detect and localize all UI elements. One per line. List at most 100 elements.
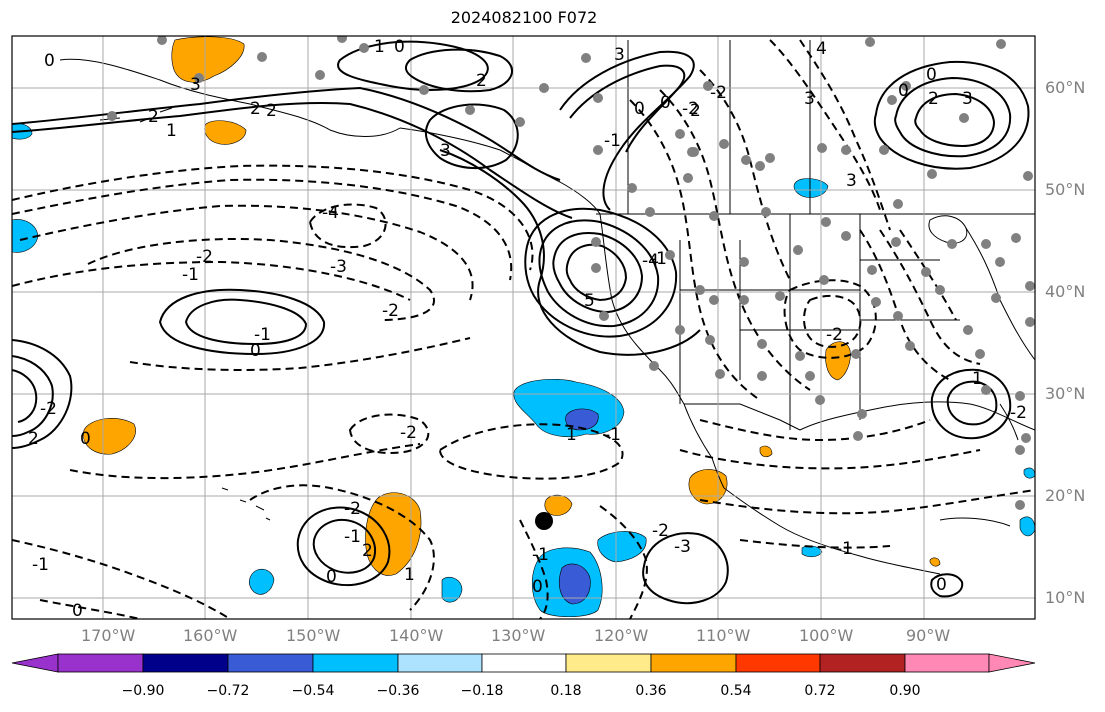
contour-label: 2 (148, 107, 159, 127)
contour-label: 0 (80, 429, 91, 449)
contour-label: -1 (650, 249, 667, 269)
contour-pos-16 (12, 355, 54, 437)
contour-label: -1 (836, 539, 853, 559)
contour-label: 3 (804, 89, 815, 109)
contour-neg-17 (659, 89, 811, 391)
colorbar-segment (904, 653, 990, 673)
contour-label: 2 (476, 71, 487, 91)
shade-hawaii-cyan-2 (441, 577, 463, 603)
great-lakes (928, 215, 968, 244)
colorbar-segment (397, 653, 483, 673)
contour-label: 0 (394, 37, 405, 57)
longitude-label: 120°W (594, 626, 649, 645)
contour-label: -2 (652, 521, 669, 541)
contour-pos-24 (312, 519, 376, 574)
colorbar-segment (142, 653, 229, 673)
contour-label: -2 (826, 325, 843, 345)
shade-alaska-1 (171, 36, 245, 83)
colorbar-tick-label: −0.54 (291, 683, 335, 699)
contour-label: 2 (928, 89, 939, 109)
contour-label: -1 (254, 325, 271, 345)
shade-south-blue (559, 563, 591, 605)
contour-pos-14 (184, 298, 308, 346)
contour-label: -2 (682, 99, 699, 119)
contour-neg-9 (348, 413, 430, 454)
contour-neg-6 (12, 260, 411, 301)
contour-label: 2 (28, 429, 39, 449)
contour-neg-28 (699, 489, 1035, 515)
map-background (12, 36, 1035, 619)
contour-pos-18 (873, 60, 1030, 170)
colorbar-tick-label: 0.54 (720, 683, 752, 699)
contour-label: 0 (660, 93, 671, 113)
shade-hawaii-nw (83, 418, 136, 455)
forecast-point-marker (535, 512, 553, 530)
contour-label: 0 (898, 81, 909, 101)
contour-label: 4 (816, 39, 827, 59)
contour-label: 0 (250, 341, 261, 361)
contour-pos-5 (424, 103, 519, 170)
contour-label: 1 (374, 37, 385, 57)
contour-label: -3 (330, 257, 347, 277)
positive-contours (12, 40, 1030, 605)
contour-neg-24 (879, 229, 981, 365)
map-frame (11, 35, 1036, 620)
shade-hawaii-orange (365, 492, 422, 576)
gulf-coast (799, 401, 1035, 431)
contour-label: -1 (32, 555, 49, 575)
contour-label: 2 (690, 101, 701, 121)
cuba (939, 517, 1011, 527)
contour-pos-26 (930, 573, 964, 598)
shade-mexico-orange (688, 469, 728, 505)
colorbar-segment (735, 653, 821, 673)
contour-neg-10 (438, 423, 624, 480)
contour-pos-19 (894, 76, 1012, 158)
contour-label: -2 (400, 423, 417, 443)
state-lines-1 (679, 214, 861, 430)
longitude-label: 110°W (696, 626, 751, 645)
us-west-coast (599, 213, 685, 405)
contour-pos-2 (12, 101, 573, 219)
colorbar-tick-label: 0.18 (550, 683, 582, 699)
longitude-label: 140°W (389, 626, 444, 645)
contour-neg-19 (769, 39, 881, 211)
contour-neg-27 (679, 449, 981, 470)
florida (999, 403, 1019, 441)
contour-pos-11 (559, 50, 695, 211)
contour-label: 2 (266, 101, 277, 121)
contour-label: 0 (936, 575, 947, 595)
hawaii-islands (221, 487, 271, 521)
contour-label: -1 (604, 131, 621, 151)
contour-label: 1 (404, 565, 415, 585)
station-markers (107, 36, 1035, 510)
contour-neg-7 (129, 337, 471, 371)
longitude-label: 170°W (81, 626, 136, 645)
latitude-label: 60°N (1045, 78, 1086, 97)
contour-label: 0 (926, 65, 937, 85)
contour-pos-20 (914, 92, 996, 148)
colorbar-tick-label: −0.36 (376, 683, 420, 699)
colorbar-high-extend (988, 653, 1036, 673)
shade-carib-orange (929, 557, 941, 567)
contour-pos-25 (642, 532, 729, 605)
contour-label: 3 (846, 171, 857, 191)
contour-label: 3 (440, 141, 451, 161)
shade-gulf-orange (759, 445, 773, 458)
contour-neg-14 (519, 519, 549, 619)
contour-neg-15 (599, 505, 648, 619)
contour-label: 3 (190, 75, 201, 95)
shade-plains-orange (825, 341, 851, 381)
contour-label: 0 (44, 51, 55, 71)
contour-pos-4 (404, 48, 513, 93)
shade-canada-cyan (793, 178, 829, 198)
contour-label: 0 (634, 99, 645, 119)
colorbar-segment (227, 653, 314, 673)
contour-label: -2 (710, 83, 727, 103)
contour-label: -1 (182, 265, 199, 285)
latitude-label: 40°N (1045, 282, 1086, 301)
contour-neg-26 (699, 419, 931, 442)
colorbar-segment (312, 653, 399, 673)
contour-pos-8 (552, 232, 644, 314)
colorbar-segment (819, 653, 906, 673)
